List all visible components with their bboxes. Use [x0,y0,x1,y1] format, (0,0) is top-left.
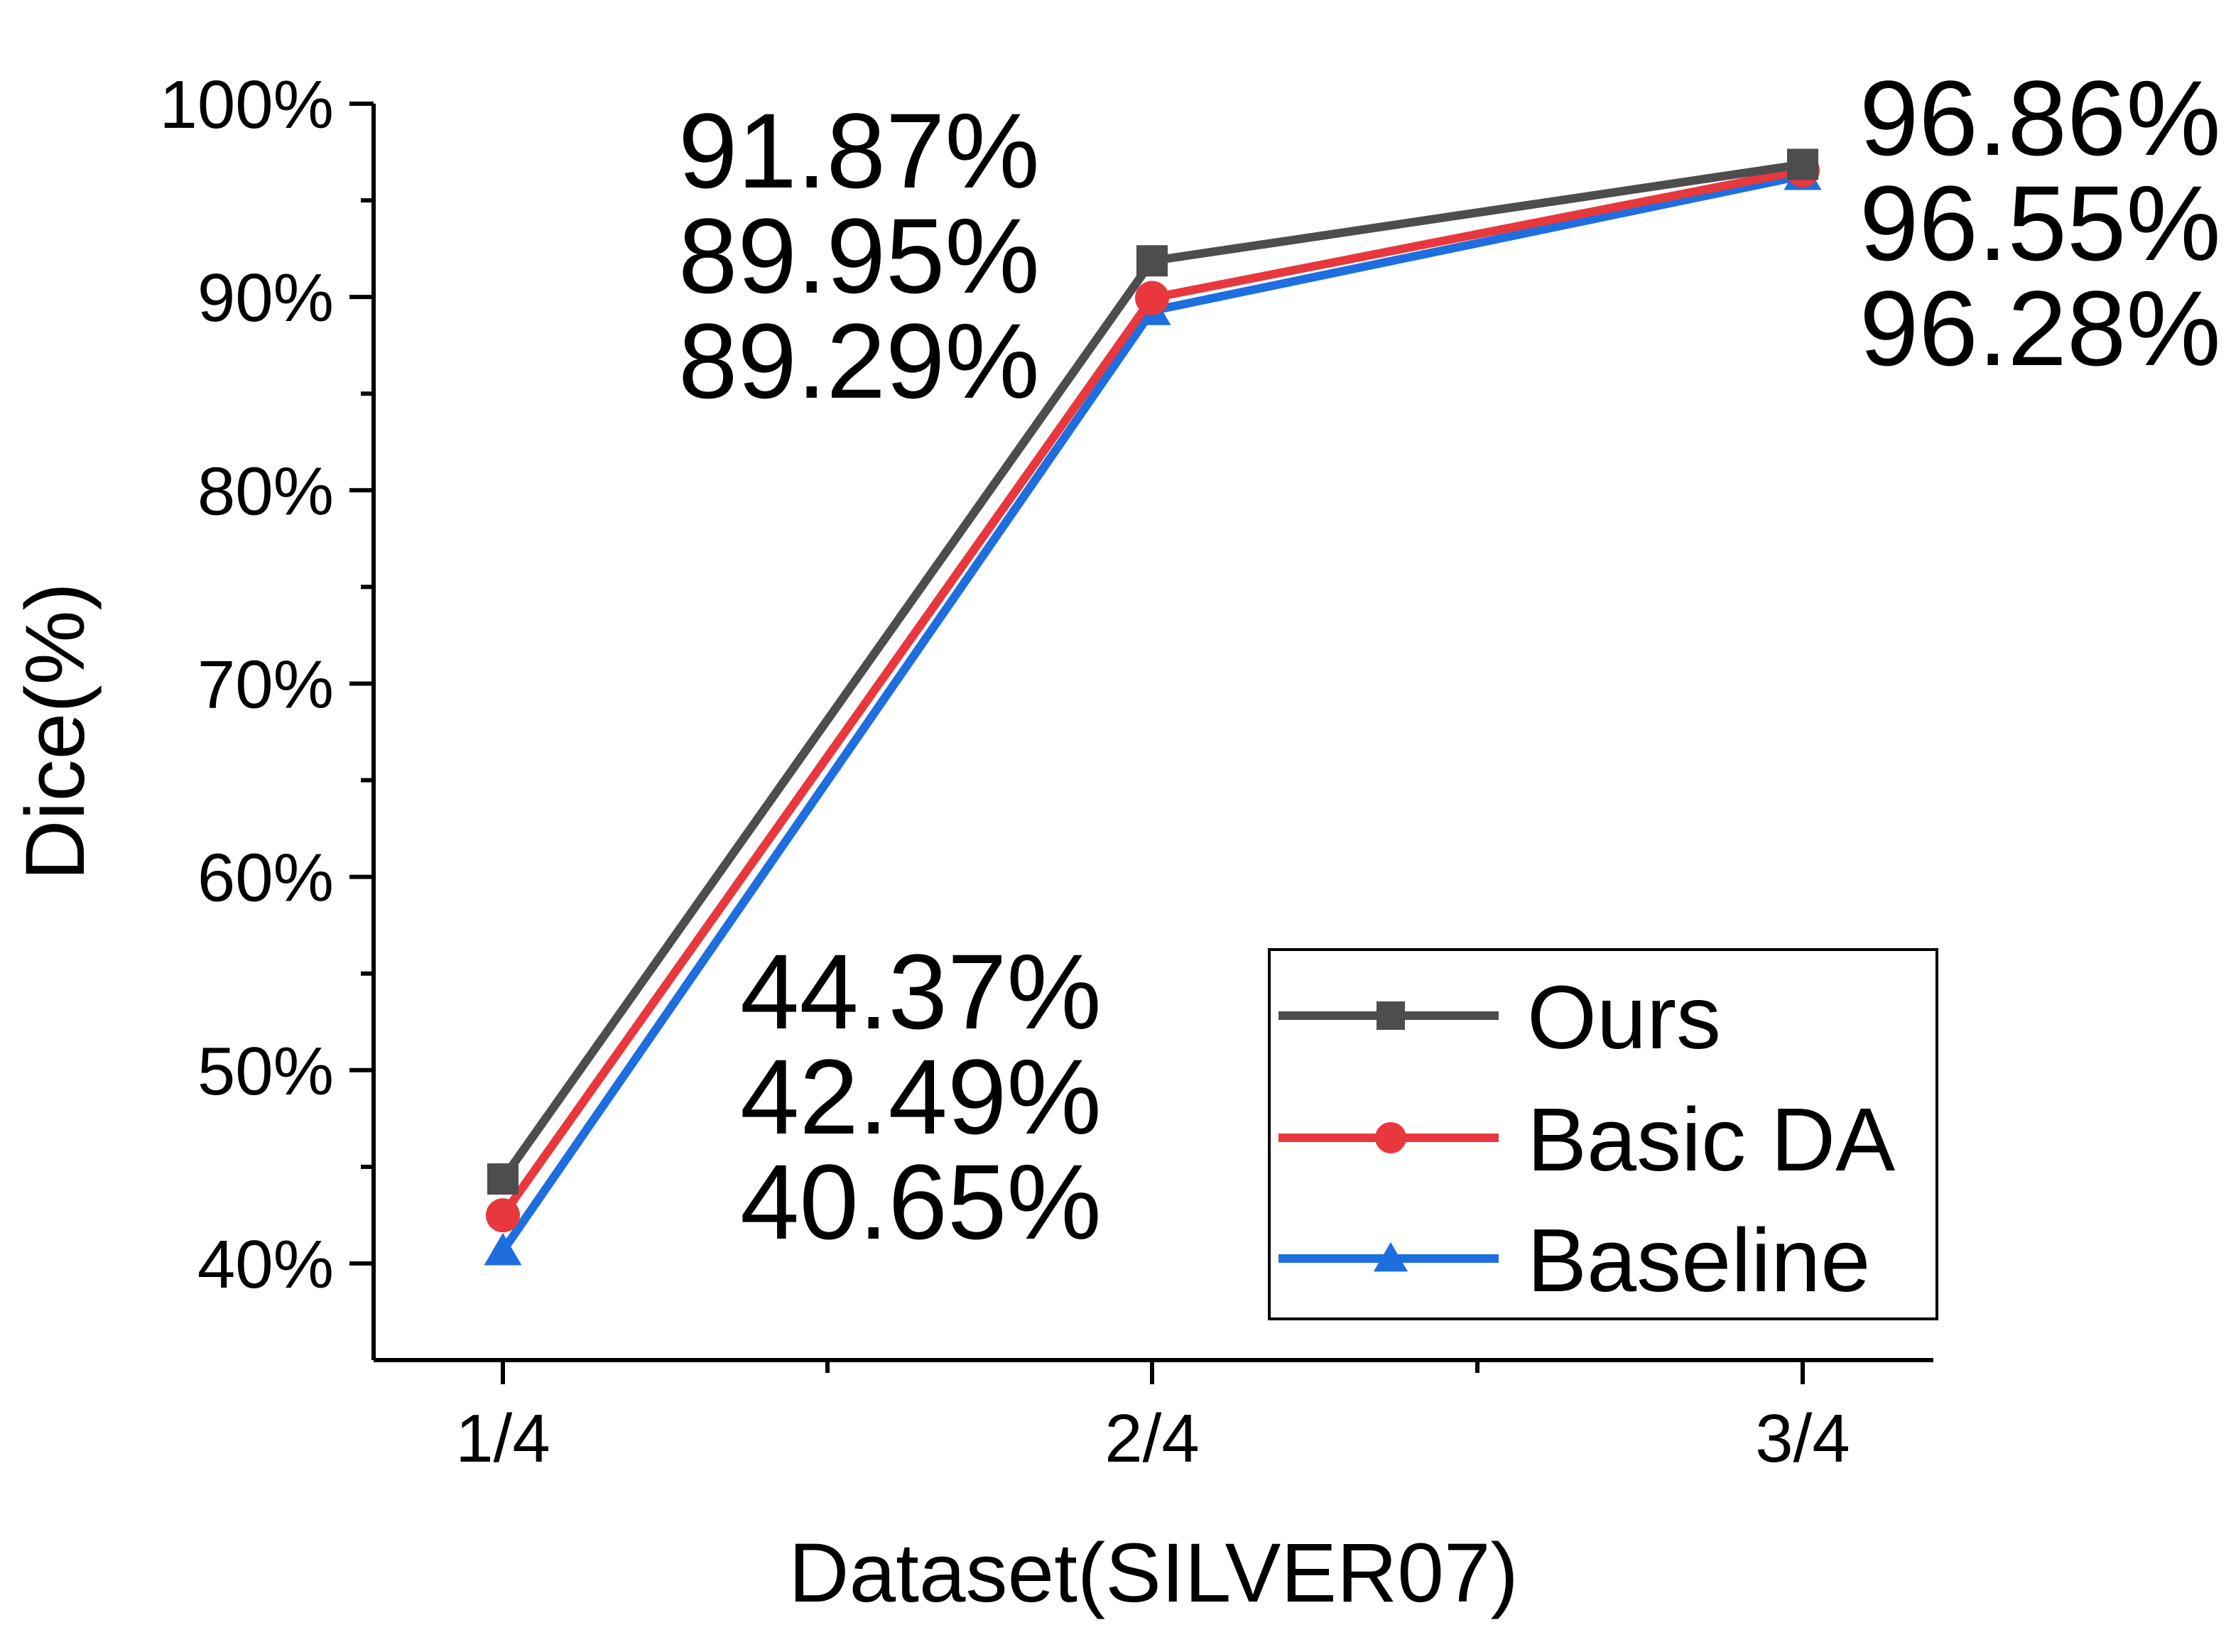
data-label: 44.37% [740,932,1102,1051]
data-label: 96.28% [1859,268,2221,388]
data-label: 96.86% [1859,58,2221,178]
data-label: 40.65% [740,1142,1102,1261]
data-labels: 44.37%42.49%40.65% 91.87%89.95%89.29% 96.8… [678,58,2221,1261]
circle-marker [1375,1122,1406,1153]
square-marker [1787,148,1818,180]
series-lines [484,148,1822,1266]
triangle-marker [1373,1242,1408,1272]
data-label: 96.55% [1859,163,2221,283]
square-marker [1136,245,1168,277]
y-tick-label: 70% [197,646,334,722]
y-tick-label: 40% [197,1227,334,1303]
x-axis-title: Dataset(SILVER07) [788,1526,1519,1620]
legend-label: Ours [1527,967,1721,1067]
data-label: 42.49% [740,1037,1102,1156]
x-tick-label: 3/4 [1755,1401,1850,1477]
y-tick-label: 100% [159,67,334,143]
data-label: 89.95% [678,196,1040,315]
square-marker [487,1163,519,1195]
circle-marker [486,1198,520,1233]
y-tick-label: 80% [197,453,334,529]
legend-label: Basic DA [1527,1089,1895,1190]
y-axis-title: Dice(%) [9,582,102,881]
y-tick-label: 50% [197,1033,334,1109]
axes: 40% 50% 60% 70% 80% 90% 100% 1/4 2/4 3/4 Dataset(S… [9,67,1933,1620]
x-tick-label: 1/4 [455,1401,550,1477]
legend: Ours Basic DA Baseline [1268,948,1938,1320]
circle-marker [1135,281,1169,315]
x-tick-label: 2/4 [1104,1401,1199,1477]
y-tick-label: 90% [197,260,334,336]
legend-label: Baseline [1527,1210,1870,1310]
data-label: 89.29% [678,301,1040,420]
triangle-marker [484,1232,522,1266]
square-marker [1377,1001,1405,1030]
data-label: 91.87% [678,91,1040,210]
y-tick-label: 60% [197,840,334,916]
